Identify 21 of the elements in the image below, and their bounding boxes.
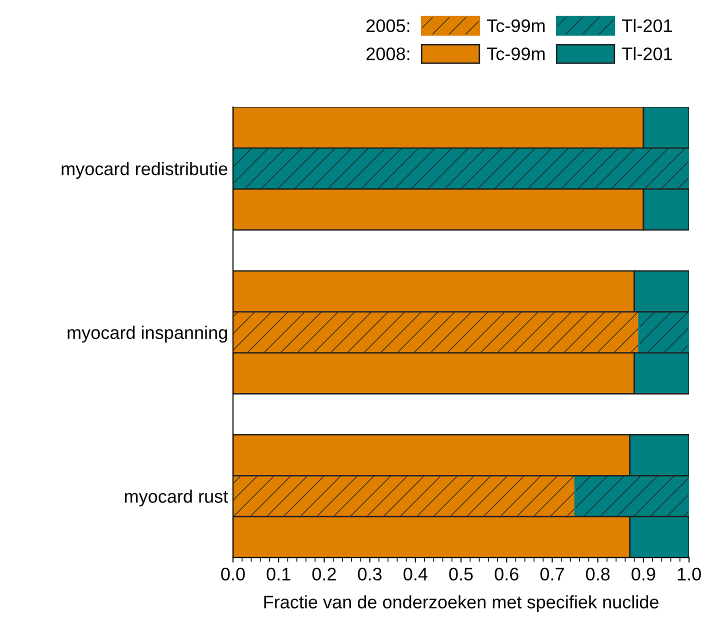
x-tick-label: 0.1 — [266, 568, 290, 581]
legend-label: Tc-99m — [487, 19, 545, 32]
x-tick-label: 0.6 — [494, 568, 518, 581]
text: 2008: — [366, 47, 410, 60]
x-tick-label: 0.5 — [449, 568, 473, 581]
x-tick-label: 0.7 — [540, 568, 564, 581]
y-tick-label: myocard rust — [124, 490, 228, 506]
x-tick-label: 0.4 — [404, 568, 428, 581]
legend-label: Tl-201 — [622, 18, 672, 32]
x-tick-label: 0.9 — [632, 568, 656, 581]
x-tick-label: 0.2 — [312, 568, 336, 581]
x-tick-label: 0.3 — [358, 568, 382, 581]
x-tick-label: 1.0 — [678, 568, 701, 581]
x-axis-title: Fractie van de onderzoeken met specifiek nuclide — [264, 595, 658, 612]
y-tick-label: myocard inspanning — [68, 326, 227, 343]
x-tick-label: 0.8 — [586, 568, 610, 581]
x-tick-label: 0.0 — [221, 568, 245, 581]
legend-label: Tl-201 — [622, 46, 672, 60]
text: 2005: — [366, 19, 410, 32]
y-tick-label: myocard redistributie — [62, 162, 228, 179]
legend-label: Tc-99m — [487, 47, 545, 60]
